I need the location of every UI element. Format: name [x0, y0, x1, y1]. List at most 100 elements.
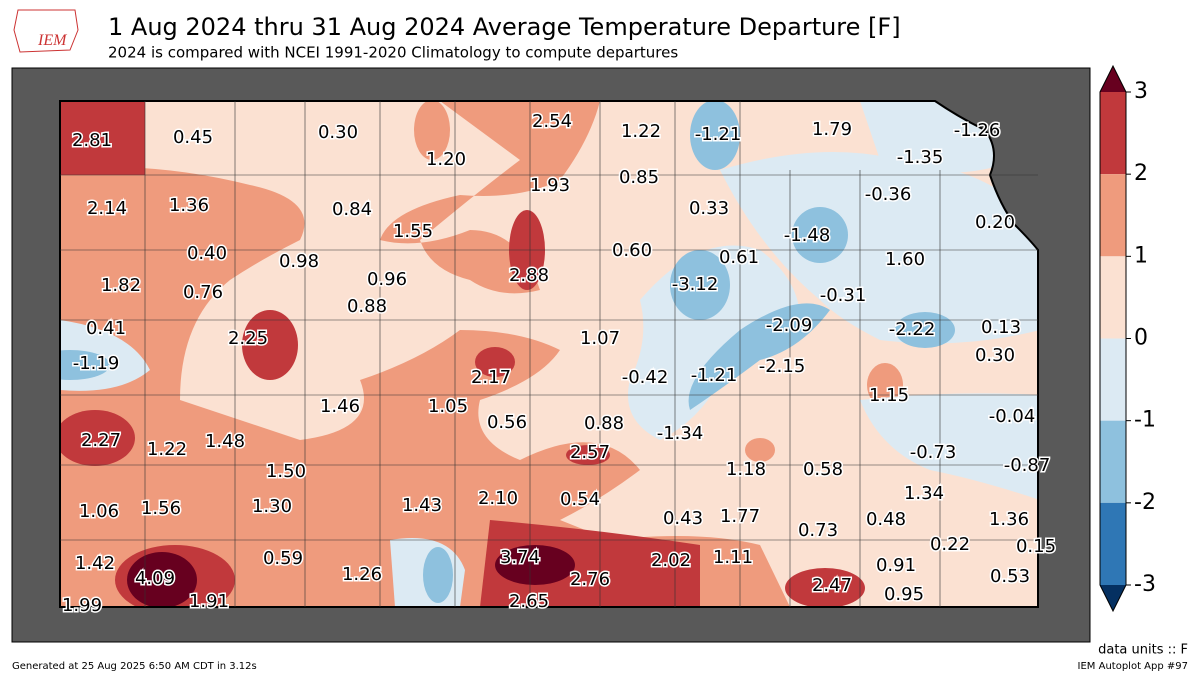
station-value: -1.26 — [954, 120, 1001, 141]
station-value: 0.13 — [981, 317, 1021, 338]
station-value: 1.48 — [205, 431, 245, 452]
station-value: 2.57 — [570, 442, 610, 463]
station-value: 1.43 — [402, 495, 442, 516]
contours — [60, 101, 1038, 607]
station-value: 0.41 — [86, 318, 126, 339]
station-value: 0.20 — [975, 212, 1015, 233]
station-value: 1.93 — [530, 175, 570, 196]
station-value: 0.15 — [1016, 536, 1056, 557]
station-value: 1.36 — [169, 195, 209, 216]
station-value: 1.55 — [393, 221, 433, 242]
station-value: 0.58 — [803, 459, 843, 480]
station-value: 1.82 — [101, 275, 141, 296]
station-value: 2.25 — [228, 328, 268, 349]
station-value: -1.21 — [695, 124, 742, 145]
station-value: 1.30 — [252, 496, 292, 517]
station-value: 2.81 — [72, 130, 112, 151]
station-value: -1.19 — [73, 353, 120, 374]
station-value: 2.10 — [478, 488, 518, 509]
colorbar-segment — [1100, 92, 1126, 175]
station-value: 1.99 — [62, 595, 102, 616]
station-value: 1.07 — [580, 328, 620, 349]
station-value: 0.76 — [183, 282, 223, 303]
station-value: 0.22 — [930, 534, 970, 555]
station-value: 1.20 — [426, 149, 466, 170]
station-value: 1.36 — [989, 509, 1029, 530]
station-value: 0.61 — [719, 247, 759, 268]
colorbar-tick-label: -1 — [1134, 408, 1156, 433]
station-value: 0.91 — [876, 555, 916, 576]
station-value: 1.42 — [75, 553, 115, 574]
station-value: 2.27 — [81, 430, 121, 451]
station-value: 2.14 — [87, 198, 127, 219]
station-value: 2.65 — [509, 591, 549, 612]
station-value: 0.56 — [487, 412, 527, 433]
station-value: 1.26 — [342, 564, 382, 585]
station-value: 1.11 — [713, 547, 753, 568]
colorbar-tick-label: 3 — [1134, 79, 1148, 104]
station-value: -1.21 — [691, 365, 738, 386]
station-value: 2.17 — [471, 367, 511, 388]
colorbar-segment — [1100, 420, 1126, 503]
station-value: 1.22 — [147, 439, 187, 460]
station-value: 0.33 — [689, 198, 729, 219]
units-label: data units :: F — [1098, 643, 1188, 658]
colorbar-tick-label: 2 — [1134, 161, 1148, 186]
station-value: -0.73 — [910, 442, 957, 463]
station-value: 1.50 — [266, 461, 306, 482]
station-value: 2.88 — [509, 265, 549, 286]
station-value: -0.36 — [865, 184, 912, 205]
station-value: -0.31 — [820, 285, 867, 306]
station-value: 1.77 — [720, 506, 760, 527]
station-value: 2.54 — [532, 111, 572, 132]
station-value: -0.42 — [622, 367, 669, 388]
station-value: 1.34 — [904, 483, 944, 504]
station-value: 1.05 — [428, 396, 468, 417]
station-value: 1.79 — [812, 119, 852, 140]
station-value: -0.87 — [1004, 455, 1051, 476]
station-value: 1.60 — [885, 249, 925, 270]
station-value: 0.95 — [884, 584, 924, 605]
colorbar-over — [1100, 66, 1126, 92]
station-value: 0.45 — [173, 127, 213, 148]
colorbar: 3 2 1 0 -1 -2 -3 — [1099, 64, 1156, 613]
station-value: 1.15 — [869, 385, 909, 406]
station-value: -1.35 — [897, 147, 944, 168]
station-value: 0.53 — [990, 566, 1030, 587]
colorbar-tick-label: -3 — [1134, 572, 1156, 597]
logo-text: IEM — [37, 32, 68, 49]
station-value: 0.30 — [318, 122, 358, 143]
station-value: 0.88 — [347, 296, 387, 317]
colorbar-segment — [1100, 338, 1126, 421]
station-value: -1.48 — [784, 225, 831, 246]
station-value: 0.40 — [187, 243, 227, 264]
colorbar-under — [1100, 585, 1126, 611]
colorbar-tick-label: -2 — [1134, 490, 1156, 515]
station-value: -2.09 — [766, 315, 813, 336]
station-value: 1.46 — [320, 396, 360, 417]
station-value: 0.96 — [367, 269, 407, 290]
station-value: 0.54 — [560, 489, 600, 510]
station-value: 1.06 — [79, 501, 119, 522]
station-value: -3.12 — [672, 274, 719, 295]
colorbar-segment — [1100, 502, 1126, 585]
station-value: 2.76 — [570, 569, 610, 590]
generated-label: Generated at 25 Aug 2025 6:50 AM CDT in … — [12, 661, 257, 672]
station-value: 2.47 — [812, 575, 852, 596]
station-value: 0.43 — [663, 508, 703, 529]
station-value: -2.22 — [889, 319, 936, 340]
station-value: 0.88 — [584, 413, 624, 434]
station-value: 2.02 — [651, 550, 691, 571]
colorbar-segment — [1100, 174, 1126, 257]
colorbar-segment — [1100, 256, 1126, 339]
subtitle: 2024 is compared with NCEI 1991-2020 Cli… — [108, 44, 678, 62]
logo: IEM — [13, 9, 79, 53]
station-value: 0.60 — [612, 240, 652, 261]
station-value: 0.59 — [263, 548, 303, 569]
station-value: 0.85 — [619, 167, 659, 188]
station-value: 0.30 — [975, 345, 1015, 366]
station-value: 0.98 — [279, 251, 319, 272]
station-value: 4.09 — [135, 568, 175, 589]
station-value: 0.84 — [332, 199, 372, 220]
